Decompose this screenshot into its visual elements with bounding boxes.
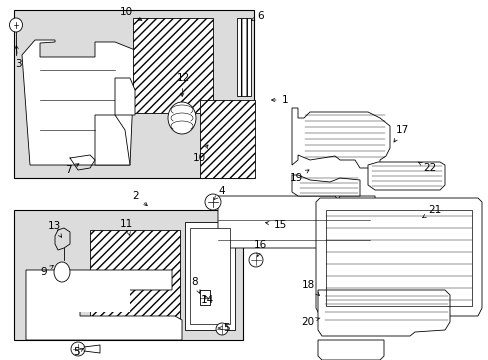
- Text: 16: 16: [253, 240, 266, 257]
- Text: 7: 7: [64, 164, 79, 175]
- Text: 1: 1: [271, 95, 288, 105]
- Text: 4: 4: [214, 186, 225, 200]
- Polygon shape: [315, 198, 481, 316]
- Bar: [200, 100, 254, 178]
- Text: 9: 9: [41, 265, 53, 277]
- Polygon shape: [22, 40, 135, 165]
- Bar: [14, 10, 253, 178]
- Polygon shape: [218, 196, 374, 248]
- Ellipse shape: [9, 18, 22, 32]
- Text: 13: 13: [47, 221, 61, 237]
- Bar: [30, 272, 130, 312]
- Text: 6: 6: [251, 11, 264, 21]
- Polygon shape: [291, 108, 389, 168]
- Text: 12: 12: [176, 73, 189, 96]
- Bar: [190, 228, 229, 324]
- Ellipse shape: [168, 102, 196, 134]
- Text: 15: 15: [265, 220, 286, 230]
- Polygon shape: [115, 78, 135, 115]
- Ellipse shape: [216, 323, 227, 335]
- Ellipse shape: [54, 262, 70, 282]
- Text: 5: 5: [218, 323, 230, 333]
- Polygon shape: [26, 270, 182, 340]
- Text: 10: 10: [119, 7, 142, 21]
- Polygon shape: [317, 340, 383, 360]
- Bar: [184, 222, 235, 330]
- Text: 14: 14: [200, 295, 213, 305]
- Text: 5: 5: [74, 347, 83, 357]
- Polygon shape: [367, 162, 444, 190]
- Polygon shape: [95, 115, 130, 165]
- Text: 19: 19: [289, 170, 308, 183]
- Text: 8: 8: [191, 277, 200, 293]
- Ellipse shape: [204, 194, 221, 210]
- Bar: [133, 18, 213, 113]
- Polygon shape: [317, 290, 449, 336]
- Polygon shape: [291, 175, 359, 196]
- Text: 20: 20: [301, 317, 319, 327]
- Ellipse shape: [71, 342, 85, 356]
- Bar: [90, 230, 180, 330]
- Text: 22: 22: [417, 162, 436, 173]
- Bar: [237, 18, 250, 96]
- Text: 11: 11: [119, 219, 132, 235]
- Text: 18: 18: [301, 280, 319, 296]
- Text: 3: 3: [15, 45, 21, 69]
- Text: 2: 2: [132, 191, 147, 206]
- Text: 21: 21: [422, 205, 441, 217]
- Bar: [325, 210, 471, 306]
- Ellipse shape: [248, 253, 263, 267]
- Bar: [14, 210, 243, 340]
- Text: 10: 10: [192, 145, 207, 163]
- Text: 17: 17: [393, 125, 408, 142]
